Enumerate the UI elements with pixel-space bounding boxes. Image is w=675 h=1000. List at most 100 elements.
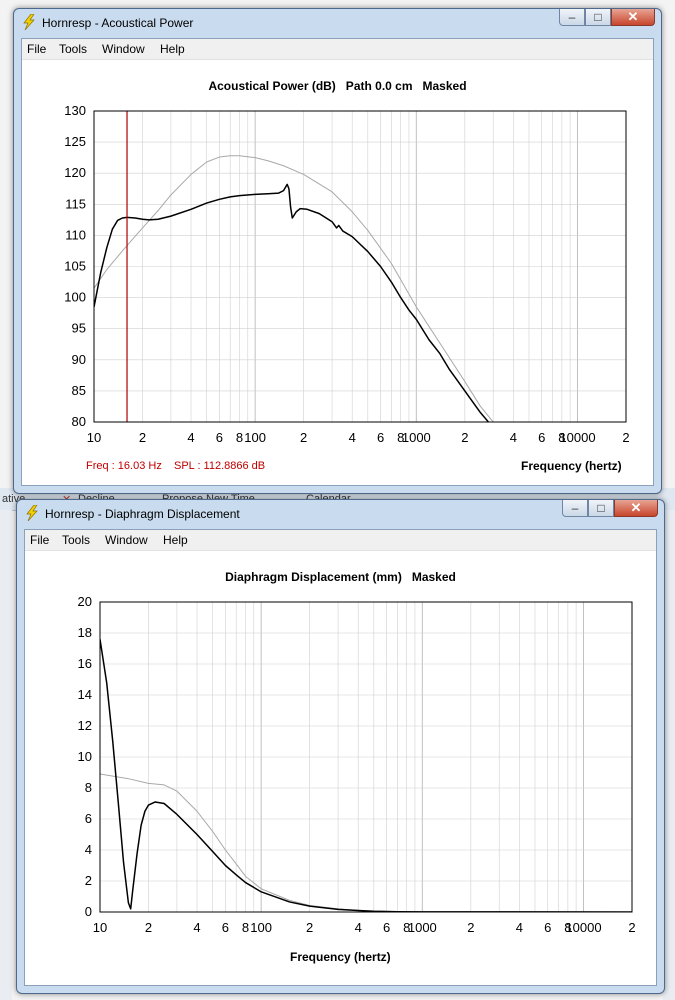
y-tick-label: 115 <box>65 196 86 211</box>
x-tick-label: 2 <box>467 920 474 935</box>
x-tick-label: 2 <box>139 430 146 445</box>
menu-file[interactable]: File <box>30 533 50 547</box>
x-tick-label: 8 <box>242 920 249 935</box>
x-tick-label: 4 <box>187 430 194 445</box>
x-axis-label: Frequency (hertz) <box>290 950 391 964</box>
x-tick-label: 6 <box>538 430 545 445</box>
y-tick-label: 4 <box>85 842 92 857</box>
x-tick-label: 8 <box>397 430 404 445</box>
y-tick-label: 95 <box>72 321 86 336</box>
x-tick-label: 4 <box>355 920 362 935</box>
window-title: Hornresp - Acoustical Power <box>42 16 194 30</box>
y-tick-label: 120 <box>64 165 86 180</box>
plot-border <box>99 601 633 913</box>
menu-window[interactable]: Window <box>105 533 148 547</box>
y-tick-label: 80 <box>72 414 86 429</box>
x-tick-label: 2 <box>306 920 313 935</box>
y-tick-label: 125 <box>64 134 86 149</box>
x-tick-label: 2 <box>145 920 152 935</box>
minimize-icon: – <box>568 10 576 24</box>
x-tick-label: 1000 <box>402 430 431 445</box>
response-curve <box>94 183 489 422</box>
maximize-button[interactable]: □ <box>588 500 614 517</box>
chart-title: Acoustical Power (dB) Path 0.0 cm Masked <box>208 79 467 93</box>
x-tick-label: 4 <box>193 920 200 935</box>
x-tick-label: 4 <box>516 920 523 935</box>
y-tick-label: 20 <box>78 594 92 609</box>
minimize-icon: – <box>571 501 579 515</box>
client-area: File Tools Window Help Acoustical Power … <box>21 38 654 486</box>
window-title: Hornresp - Diaphragm Displacement <box>45 507 240 521</box>
y-tick-label: 85 <box>72 383 86 398</box>
x-tick-label: 8 <box>564 920 571 935</box>
x-axis-label: Frequency (hertz) <box>521 459 622 473</box>
x-tick-label: 2 <box>461 430 468 445</box>
x-tick-label: 6 <box>377 430 384 445</box>
x-tick-label: 6 <box>222 920 229 935</box>
response-curve <box>100 639 632 912</box>
close-icon: ✕ <box>630 500 642 515</box>
x-tick-label: 100 <box>250 920 272 935</box>
minimize-button[interactable]: – <box>562 500 588 517</box>
x-tick-label: 100 <box>244 430 266 445</box>
y-tick-label: 2 <box>85 873 92 888</box>
y-tick-label: 0 <box>85 904 92 919</box>
x-tick-label: 4 <box>349 430 356 445</box>
close-button[interactable]: ✕ <box>611 9 655 26</box>
frequency-readout: Freq : 16.03 Hz <box>86 460 162 472</box>
menu-help[interactable]: Help <box>163 533 188 547</box>
menu-file[interactable]: File <box>27 42 47 56</box>
chart-title: Diaphragm Displacement (mm) Masked <box>225 570 456 584</box>
background-window-edge <box>663 510 675 1000</box>
menu-tools[interactable]: Tools <box>62 533 91 547</box>
close-icon: ✕ <box>627 9 639 24</box>
x-tick-label: 2 <box>300 430 307 445</box>
y-tick-label: 100 <box>64 290 86 305</box>
menu-bar: File Tools Window Help <box>25 530 656 551</box>
background-window-edge <box>0 510 12 1000</box>
menu-tools[interactable]: Tools <box>59 42 88 56</box>
diaphragm-displacement-window: Hornresp - Diaphragm Displacement – □ ✕ … <box>16 499 665 994</box>
x-tick-label: 10000 <box>559 430 595 445</box>
x-tick-label: 10000 <box>565 920 601 935</box>
menu-window[interactable]: Window <box>102 42 145 56</box>
reference-curve <box>94 155 494 422</box>
x-tick-label: 8 <box>558 430 565 445</box>
maximize-icon: □ <box>597 501 605 515</box>
lightning-icon <box>26 505 38 521</box>
y-tick-label: 110 <box>65 227 86 242</box>
menu-help[interactable]: Help <box>160 42 185 56</box>
plot-border <box>93 110 627 423</box>
y-tick-label: 14 <box>78 687 92 702</box>
x-tick-label: 8 <box>236 430 243 445</box>
spl-readout: SPL : 112.8866 dB <box>174 460 266 472</box>
minimize-button[interactable]: – <box>559 9 585 26</box>
x-tick-label: 2 <box>628 920 635 935</box>
x-tick-label: 6 <box>544 920 551 935</box>
x-tick-label: 10 <box>93 920 107 935</box>
x-tick-label: 1000 <box>408 920 437 935</box>
y-tick-label: 10 <box>78 749 92 764</box>
title-bar[interactable]: Hornresp - Diaphragm Displacement – □ ✕ <box>17 500 664 528</box>
y-tick-label: 18 <box>78 625 92 640</box>
y-tick-label: 130 <box>64 103 86 118</box>
x-tick-label: 6 <box>383 920 390 935</box>
x-tick-label: 10 <box>87 430 101 445</box>
x-tick-label: 8 <box>403 920 410 935</box>
x-tick-label: 4 <box>510 430 517 445</box>
maximize-icon: □ <box>594 10 602 24</box>
y-tick-label: 8 <box>85 780 92 795</box>
y-tick-label: 6 <box>85 811 92 826</box>
maximize-button[interactable]: □ <box>585 9 611 26</box>
y-tick-label: 90 <box>72 352 86 367</box>
y-tick-label: 12 <box>78 718 92 733</box>
close-button[interactable]: ✕ <box>614 500 658 517</box>
client-area: File Tools Window Help Diaphragm Displac… <box>24 529 657 986</box>
acoustical-power-window: Hornresp - Acoustical Power – □ ✕ File T… <box>13 8 662 494</box>
y-tick-label: 16 <box>78 656 92 671</box>
menu-bar: File Tools Window Help <box>22 39 653 60</box>
x-tick-label: 2 <box>622 430 629 445</box>
title-bar[interactable]: Hornresp - Acoustical Power – □ ✕ <box>14 9 661 37</box>
